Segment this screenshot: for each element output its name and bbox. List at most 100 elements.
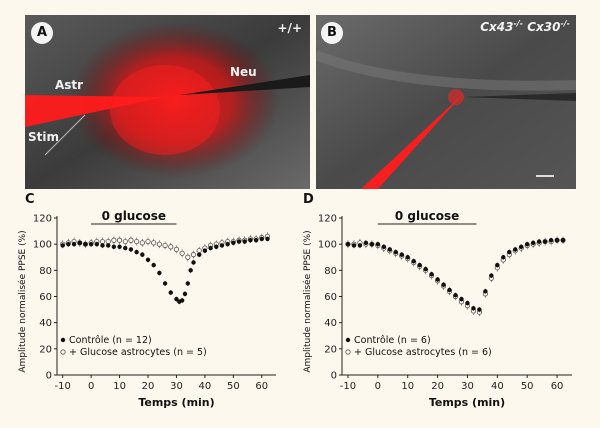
- chart-c-control-point: [231, 240, 236, 246]
- chart-c-control-point: [123, 245, 128, 251]
- chart-c-glucose-astro-point: [168, 244, 174, 250]
- chart-d-control-point: [477, 307, 482, 312]
- chart-c-legend-label: + Glucose astrocytes (n = 5): [69, 347, 207, 358]
- chart-d-control-point: [548, 238, 554, 243]
- chart-c-control-point: [242, 239, 247, 244]
- chart-c-glucose-astro-point: [173, 246, 180, 252]
- chart-d-control-point: [405, 255, 410, 260]
- chart-d-control-point: [554, 238, 560, 243]
- chart-d-y-tick-label: 100: [318, 240, 337, 251]
- chart-c-control-point: [202, 248, 208, 253]
- chart-c-control-point: [191, 260, 196, 265]
- panel-b-genotype: Cx43-/- Cx30-/-: [480, 19, 570, 34]
- genotype-cx43: Cx43: [480, 20, 514, 34]
- chart-d-control-point: [387, 247, 392, 252]
- panel-d-letter: D: [303, 192, 314, 207]
- chart-d-control-point: [429, 272, 434, 277]
- chart-c-control-point: [60, 243, 65, 248]
- chart-d-control-point: [542, 239, 548, 244]
- chart-d-control-point: [423, 266, 428, 272]
- chart-d-control-point: [441, 282, 446, 287]
- chart-c-x-tick-label: 40: [199, 381, 212, 392]
- chart-d-control-point: [417, 262, 422, 268]
- chart-c-glucose-astro-point: [116, 237, 123, 243]
- chart-c-y-tick-label: 100: [33, 240, 52, 251]
- chart-c-control-point: [77, 240, 82, 246]
- panel-c-letter: C: [25, 192, 35, 207]
- chart-d-y-tick-label: 0: [331, 371, 337, 382]
- micrograph-a-image: [25, 15, 310, 189]
- stim-electrode-glow-b: [361, 93, 464, 189]
- label-neu: Neu: [230, 65, 257, 79]
- chart-c-control-point: [111, 244, 117, 249]
- genotype-cx43-sup: -/-: [513, 19, 523, 28]
- chart-c-control-point: [253, 238, 259, 243]
- chart-d-control-point: [357, 243, 363, 248]
- chart-d-y-tick-label: 60: [324, 292, 337, 303]
- chart-c-y-tick-label: 60: [39, 292, 52, 303]
- chart-c-control-point: [157, 270, 162, 276]
- chart-c-glucose-astro-point: [145, 238, 151, 245]
- chart-c-control-point: [179, 298, 185, 303]
- micrograph-b: B Cx43-/- Cx30-/-: [316, 15, 576, 189]
- micrograph-b-image: [316, 15, 576, 189]
- genotype-cx30-sup: -/-: [560, 19, 570, 28]
- chart-d-y-tick-label: 40: [324, 318, 337, 329]
- chart-c-control-point: [214, 244, 219, 249]
- chart-d-x-tick-label: 50: [521, 381, 534, 392]
- chart-d-y-tick-label: 120: [318, 214, 337, 225]
- chart-d-control-point: [495, 262, 500, 268]
- chart-d-control-point: [465, 300, 470, 306]
- chart-c-control-point: [248, 238, 253, 243]
- chart-c-control-point: [134, 249, 139, 255]
- chart-d-control-point: [351, 243, 357, 248]
- chart-c-glucose-astro-point: [128, 237, 134, 243]
- chart-d-control-point: [447, 287, 452, 293]
- chart-d-legend-label: + Glucose astrocytes (n = 6): [354, 347, 492, 358]
- chart-c-control-point: [105, 243, 111, 248]
- chart-d-control-point: [536, 239, 542, 244]
- label-stim: Stim: [28, 130, 59, 144]
- chart-c-control-point: [174, 296, 179, 302]
- chart-c-x-tick-label: 60: [255, 381, 268, 392]
- chart-c-control-point: [162, 281, 168, 286]
- chart-c-x-tick-label: 0: [88, 381, 94, 392]
- chart-d-x-tick-label: 30: [461, 381, 474, 392]
- chart-d-x-tick-label: 60: [551, 381, 564, 392]
- chart-d-control-point: [471, 306, 476, 311]
- chart-c-control-point: [265, 236, 270, 242]
- chart-d-control-point: [459, 296, 464, 302]
- genotype-cx30: Cx30: [527, 20, 561, 34]
- chart-c-x-tick-label: -10: [55, 381, 71, 392]
- chart-c-glucose-astro-point: [190, 252, 197, 258]
- chart-c-glucose-astro-point: [134, 238, 140, 245]
- chart-c-control-point: [236, 239, 242, 244]
- chart-d-control-point: [435, 277, 440, 282]
- chart-c-control-point: [185, 281, 191, 286]
- label-astr: Astr: [55, 78, 84, 92]
- chart-c-control-point: [182, 291, 188, 297]
- chart-c-y-tick-label: 40: [39, 318, 52, 329]
- chart-c-glucose-label: 0 glucose: [102, 209, 166, 223]
- chart-d-control-point: [519, 244, 524, 249]
- chart-c-glucose-astro-point: [179, 250, 185, 256]
- chart-d-x-tick-label: 10: [401, 381, 414, 392]
- chart-c-legend-marker-glucose: [60, 349, 66, 355]
- stim-electrode-glow: [25, 95, 165, 127]
- chart-c-glucose-astro-point: [151, 240, 157, 246]
- scale-bar: [536, 175, 554, 177]
- chart-c-control-point: [83, 241, 88, 247]
- chart-c-control-point: [100, 243, 105, 248]
- chart-d-glucose-label: 0 glucose: [395, 209, 459, 223]
- chart-c-legend-marker-control: [60, 337, 66, 343]
- chart-d-control-point: [524, 241, 530, 247]
- chart-d-x-label: Temps (min): [429, 396, 505, 409]
- chart-d-x-tick-label: -10: [340, 381, 356, 392]
- chart-c-glucose-astro-point: [156, 241, 162, 247]
- chart-d-control-point: [453, 292, 458, 298]
- micrograph-a: A +/+ Astr Neu Stim: [25, 15, 310, 189]
- chart-d-legend-marker-glucose: [345, 349, 351, 355]
- chart-d-control-point: [489, 273, 494, 278]
- chart-d-y-label: Amplitude normalisée PPSE (%): [302, 230, 313, 372]
